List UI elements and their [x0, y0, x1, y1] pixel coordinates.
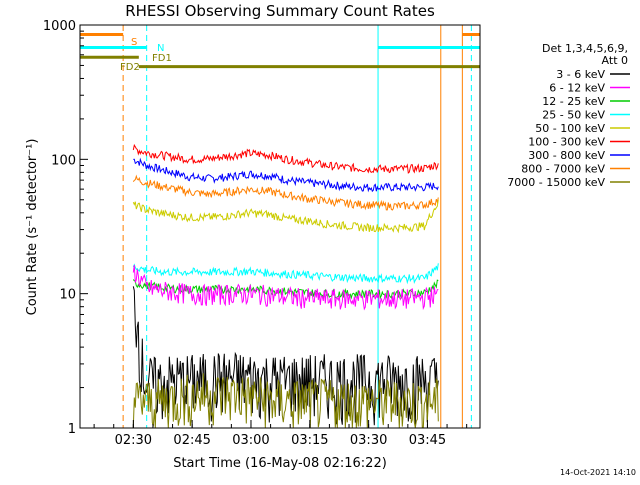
footer-date: 14-Oct-2021 14:10	[560, 468, 636, 477]
legend-entry-label: 800 - 7000 keV	[521, 163, 605, 176]
chart-title: RHESSI Observing Summary Count Rates	[125, 2, 435, 20]
y-tick-label: 1	[68, 422, 76, 437]
flag-label: FD1	[152, 53, 172, 64]
x-tick-label: 03:45	[409, 433, 446, 448]
series-line	[132, 143, 439, 174]
y-axis: 1 10 100 1000	[43, 19, 88, 437]
flag-label: N	[157, 43, 164, 54]
x-tick-label: 02:30	[115, 433, 152, 448]
series-line	[132, 264, 439, 311]
x-tick-label: 02:45	[173, 433, 210, 448]
legend-entry-label: 12 - 25 keV	[542, 95, 605, 108]
legend-entry-label: 3 - 6 keV	[556, 68, 605, 81]
x-tick-label: 03:30	[350, 433, 387, 448]
y-tick-label: 10	[59, 288, 76, 303]
legend-header: Det 1,3,4,5,6,9,	[542, 42, 628, 55]
series-line	[132, 373, 439, 429]
series-line	[133, 157, 439, 193]
legend-entry-label: 25 - 50 keV	[542, 109, 605, 122]
series-line	[132, 263, 439, 285]
legend-entry-label: 50 - 100 keV	[535, 122, 605, 135]
x-tick-label: 03:15	[291, 433, 328, 448]
plot-frame	[79, 24, 481, 429]
y-tick-label: 100	[51, 153, 76, 168]
legend-header: Att 0	[602, 54, 628, 67]
y-axis-label: Count Rate (s⁻¹ detector⁻¹)	[25, 139, 40, 316]
x-axis: 02:30 02:45 03:00 03:15 03:30 03:45	[93, 420, 468, 448]
legend-entry-label: 100 - 300 keV	[528, 136, 605, 149]
y-tick-label: 1000	[43, 19, 76, 34]
flag-label: S	[131, 37, 137, 48]
legend-entry-label: 6 - 12 keV	[549, 82, 605, 95]
flag-label: FD2	[120, 62, 140, 73]
x-tick-label: 03:00	[232, 433, 269, 448]
series-line	[132, 174, 439, 211]
legend-entry-label: 7000 - 15000 keV	[507, 176, 605, 189]
legend-entry-label: 300 - 800 keV	[528, 149, 605, 162]
x-axis-label: Start Time (16-May-08 02:16:22)	[173, 456, 387, 471]
series-line	[132, 199, 439, 234]
